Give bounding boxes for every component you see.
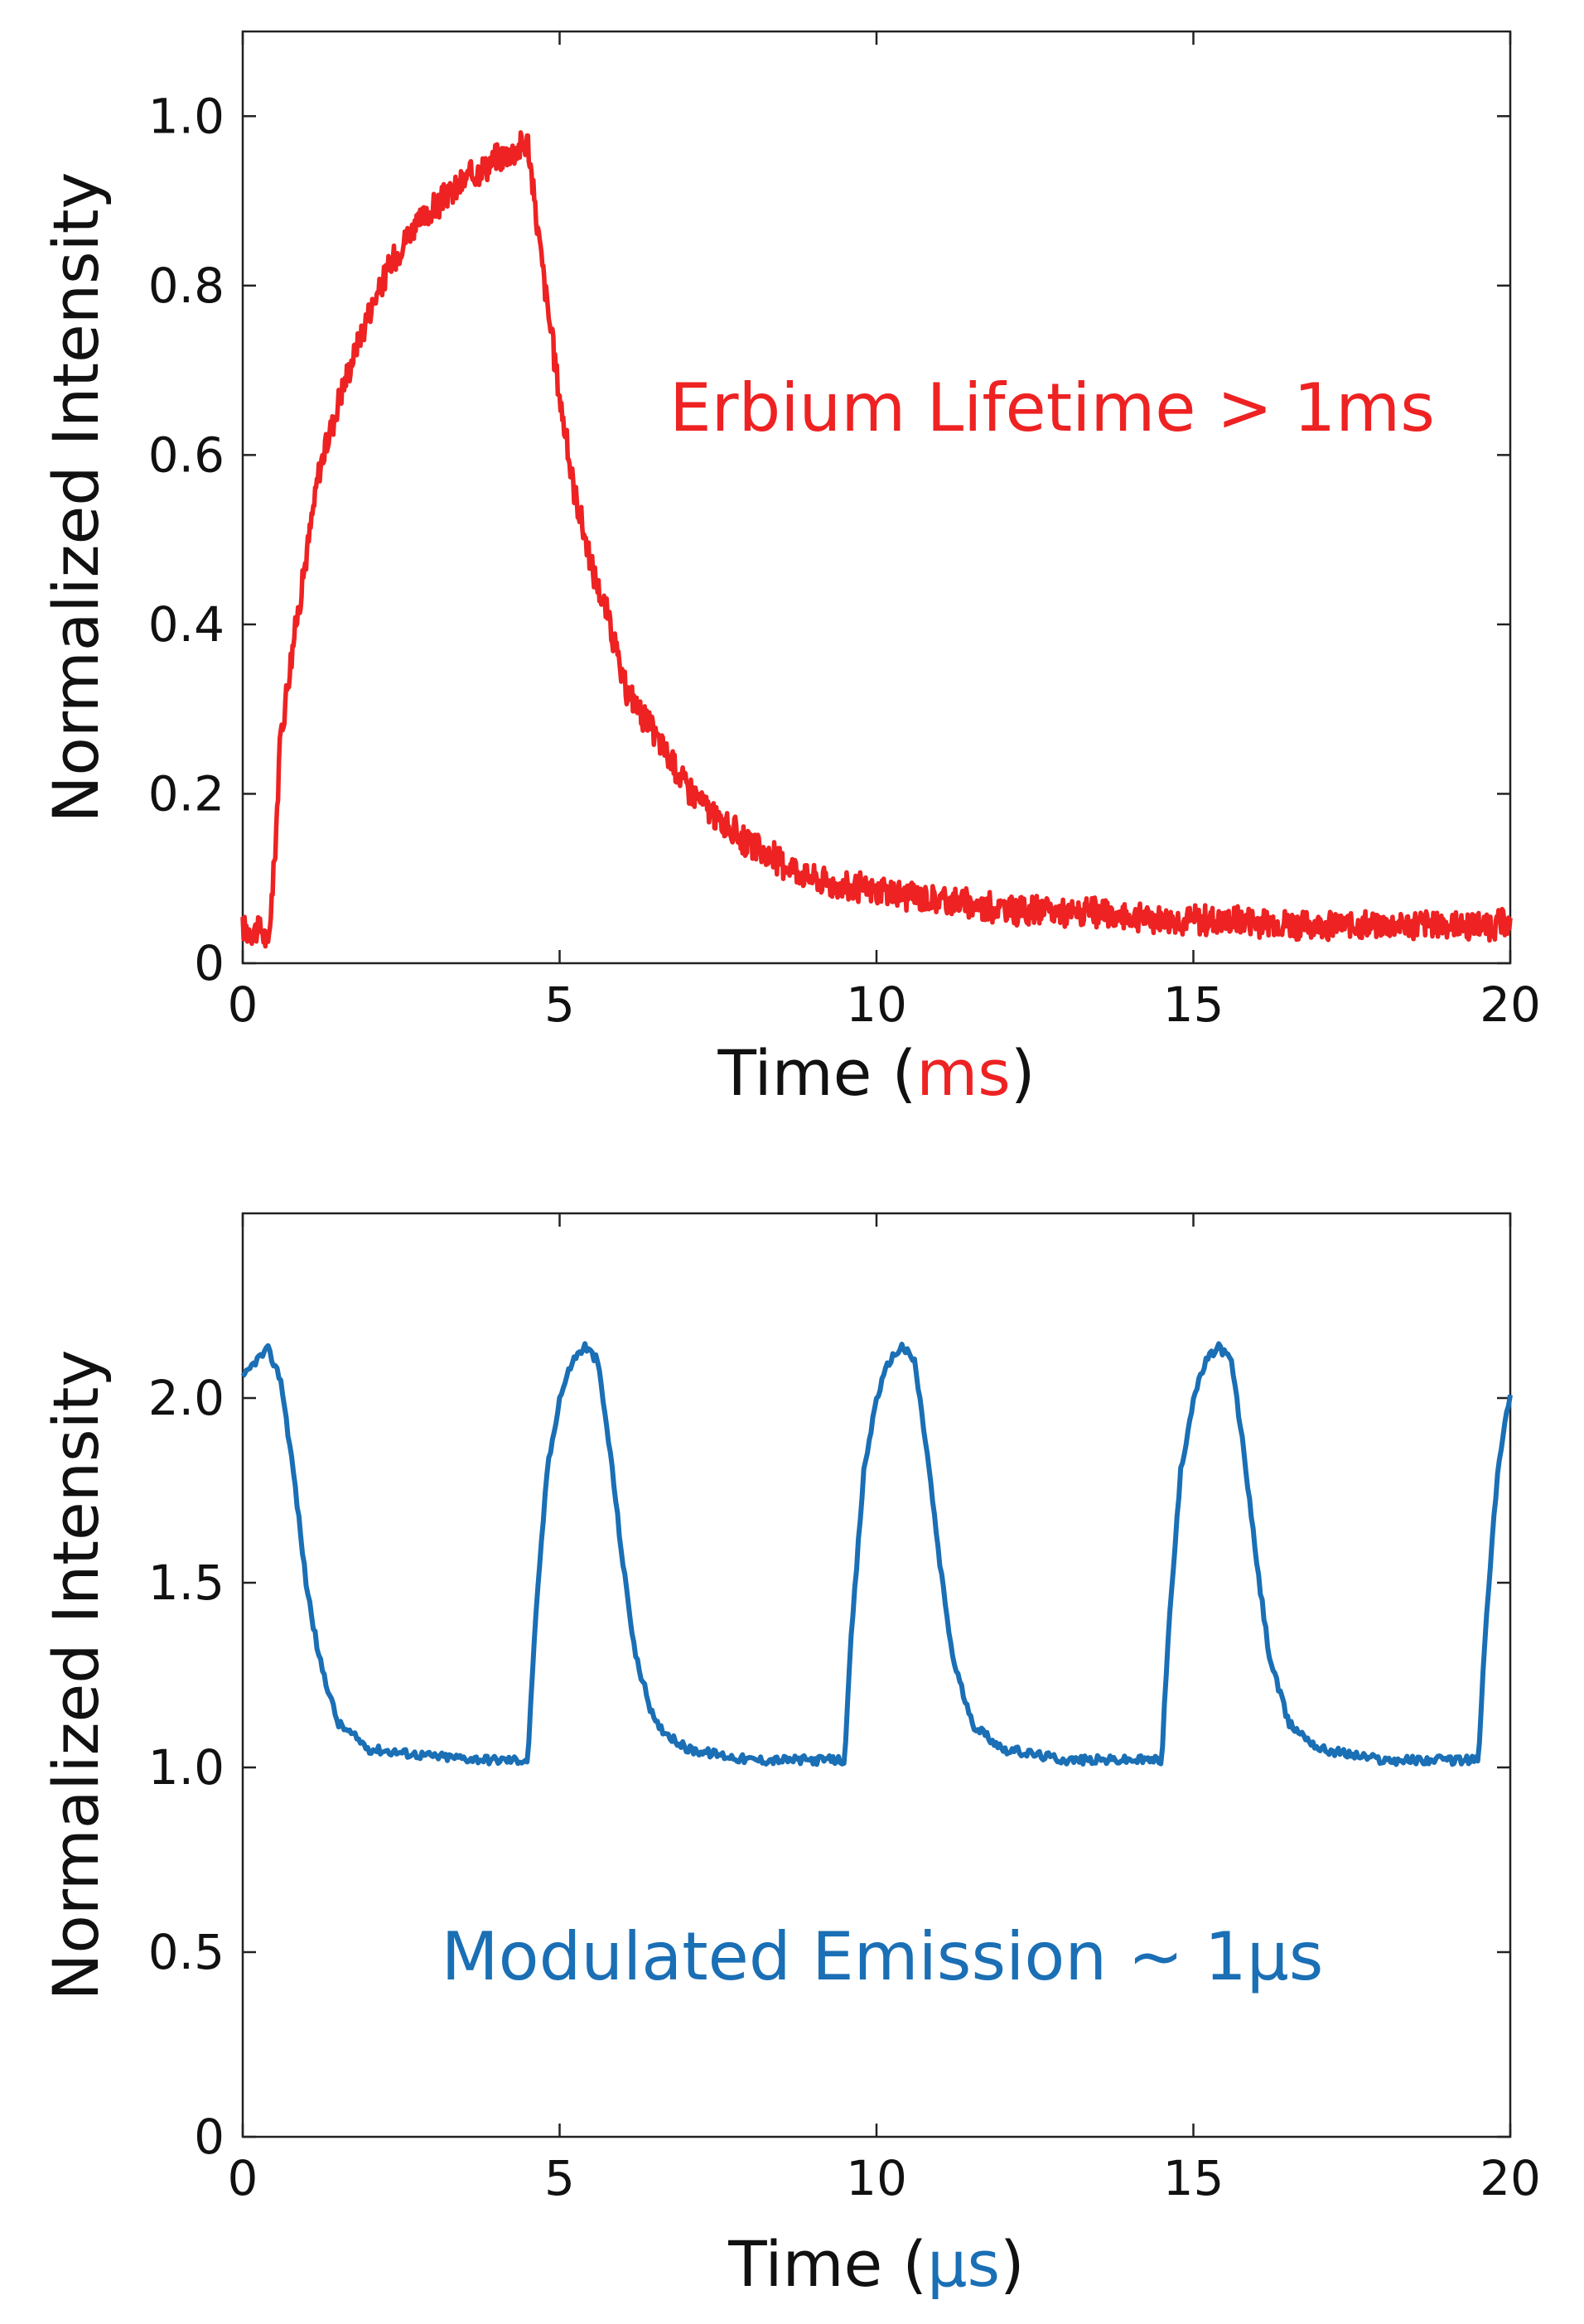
y-axis-label: Normalized Intensity — [39, 1350, 113, 2001]
modulated-emission-line — [240, 1341, 1513, 1767]
y-axis-label: Normalized Intensity — [39, 172, 113, 823]
y-tick-label: 0 — [194, 935, 225, 991]
x-tick-label: 5 — [544, 976, 575, 1033]
y-tick-label: 0.6 — [148, 427, 225, 483]
y-tick-label: 0.8 — [148, 258, 225, 314]
y-tick-label: 0.4 — [148, 596, 225, 653]
x-tick-label: 20 — [1480, 2150, 1541, 2206]
erbium-decay-line — [240, 130, 1513, 949]
x-tick-label: 15 — [1163, 2150, 1224, 2206]
x-axis-label-suffix: ) — [1000, 2227, 1025, 2301]
x-tick-label: 15 — [1163, 976, 1224, 1033]
x-axis-label-suffix: ) — [1011, 1036, 1036, 1110]
x-axis-label: Time (µs) — [727, 2227, 1024, 2301]
modulated-emission-chart: 0 5 10 15 20 0 0.5 1.0 1.5 2.0 Modulated Emission… — [39, 1212, 1541, 2301]
x-tick-label: 10 — [846, 976, 907, 1033]
x-tick-label: 5 — [544, 2150, 575, 2206]
x-tick-label: 10 — [846, 2150, 907, 2206]
plot-frame — [241, 1212, 1512, 2138]
plot-frame — [241, 30, 1512, 965]
x-axis-label-unit: ms — [916, 1036, 1011, 1110]
chart-annotation: Erbium Lifetime > 1ms — [669, 369, 1435, 446]
x-tick-label: 20 — [1480, 976, 1541, 1033]
y-tick-label: 2.0 — [148, 1370, 225, 1426]
x-tick-label: 0 — [228, 2150, 258, 2206]
x-axis-label-prefix: Time ( — [717, 1036, 916, 1110]
y-tick-label: 1.0 — [148, 1739, 225, 1796]
y-tick-label: 1.0 — [148, 88, 225, 144]
chart-annotation: Modulated Emission ~ 1µs — [442, 1918, 1324, 1995]
x-axis-label: Time (ms) — [717, 1036, 1035, 1110]
tick-group: 0 5 10 15 20 0 0.2 0.4 0.6 0.8 1.0 — [148, 31, 1541, 1033]
x-axis-label-unit: µs — [927, 2227, 1000, 2301]
erbium-lifetime-chart: 0 5 10 15 20 0 0.2 0.4 0.6 0.8 1.0 Erbium Lifetime… — [39, 30, 1541, 1110]
tick-group: 0 5 10 15 20 0 0.5 1.0 1.5 2.0 — [148, 1213, 1541, 2206]
x-axis-label-prefix: Time ( — [727, 2227, 927, 2301]
y-tick-label: 0.5 — [148, 1924, 225, 1980]
y-tick-label: 1.5 — [148, 1555, 225, 1611]
y-tick-label: 0 — [194, 2109, 225, 2165]
y-tick-label: 0.2 — [148, 765, 225, 822]
x-tick-label: 0 — [228, 976, 258, 1033]
